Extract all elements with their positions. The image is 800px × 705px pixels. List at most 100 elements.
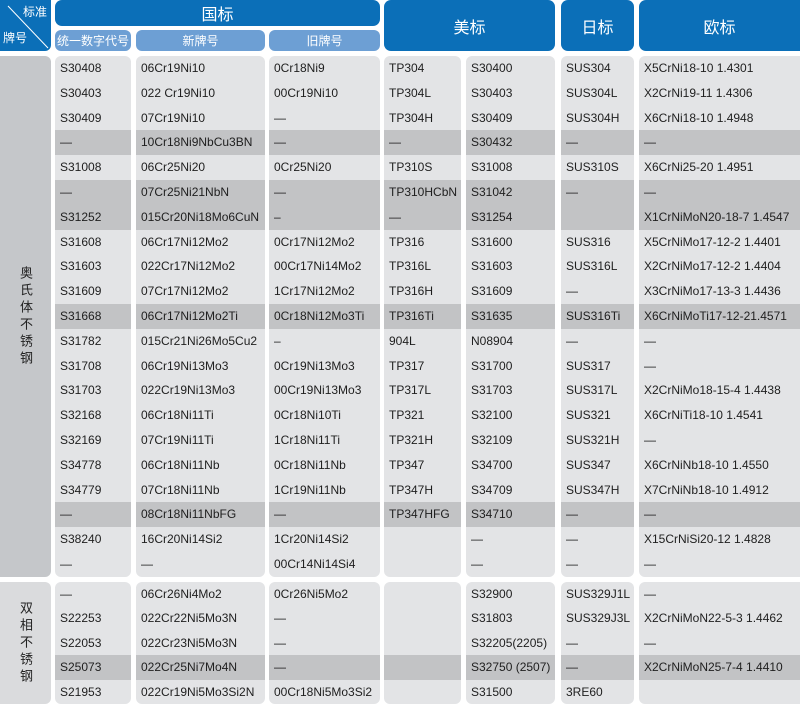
- table-cell-astm-uns: —: [471, 532, 483, 547]
- table-cell-astm-uns: S31700: [471, 358, 513, 373]
- table-cell-astm-grade: 904L: [389, 333, 416, 348]
- table-cell-astm-grade: —: [384, 204, 461, 230]
- table-cell-old-grade: –: [269, 204, 380, 230]
- table-cell-astm-uns: S34709: [471, 482, 513, 497]
- table-cell-jis-grade: SUS316L: [566, 259, 618, 274]
- table-cell-new-grade: 022Cr22Ni5Mo3N: [141, 611, 238, 626]
- table-cell-jis-grade: SUS317: [566, 358, 611, 373]
- table-cell-astm-uns: S30409: [471, 110, 513, 125]
- table-cell-jis-grade: SUS329J3L: [566, 611, 631, 626]
- table-cell-astm-grade: [384, 655, 461, 680]
- table-cell-en-grade: X2CrNiMoN22-5-3 1.4462: [644, 611, 783, 626]
- table-cell-unified-code: S30409: [60, 110, 102, 125]
- subheader-unified-code: 统一数字代号: [55, 30, 131, 51]
- table-cell-old-grade: —: [274, 635, 286, 650]
- corner-header-cell: 标准 牌号: [0, 0, 51, 51]
- group-label-austenitic: 奥氏体不锈钢: [0, 56, 51, 577]
- table-cell-astm-grade: TP317L: [389, 383, 432, 398]
- table-cell-astm-uns: S32109: [471, 432, 513, 447]
- table-cell-astm-uns: S31803: [471, 611, 513, 626]
- table-cell-new-grade: 015Cr21Ni26Mo5Cu2: [141, 333, 258, 348]
- table-cell-old-grade: 0Cr17Ni12Mo2: [274, 234, 355, 249]
- table-cell-new-grade: 022 Cr19Ni10: [141, 85, 216, 100]
- table-cell-jis-grade: SUS321: [566, 408, 611, 423]
- table-cell-old-grade: 0Cr18Ni12Mo3Ti: [269, 303, 380, 329]
- column-new-grade-group-1: 06Cr19Ni10 022 Cr19Ni10 07Cr19Ni10 10Cr18Ni…: [136, 56, 265, 577]
- table-cell-jis-grade: —: [566, 333, 578, 348]
- table-cell-new-grade: 16Cr20Ni14Si2: [141, 532, 223, 547]
- table-cell-unified-code: S31782: [60, 333, 102, 348]
- table-cell-jis-grade: SUS316Ti: [561, 303, 634, 329]
- table-cell-jis-grade: SUS347H: [566, 482, 620, 497]
- table-cell-old-grade: —: [269, 130, 380, 156]
- table-cell-new-grade: 022Cr17Ni12Mo2: [141, 259, 236, 274]
- table-cell-new-grade: 022Cr25Ni7Mo4N: [136, 655, 265, 680]
- table-cell-en-grade: X5CrNiMo17-12-2 1.4401: [644, 234, 781, 249]
- table-cell-astm-uns: S31603: [471, 259, 513, 274]
- table-cell-jis-grade: —: [566, 635, 578, 650]
- table-cell-jis-grade: —: [566, 532, 578, 547]
- table-cell-new-grade: 06Cr17Ni12Mo2Ti: [136, 303, 265, 329]
- table-cell-unified-code: S22253: [60, 611, 102, 626]
- column-old-grade-group-2: 0Cr26Ni5Mo2 — — — 00Cr18Ni5Mo3Si2: [269, 582, 380, 704]
- header-en: 欧标: [639, 0, 800, 51]
- table-cell-new-grade: 06Cr18Ni11Nb: [141, 457, 220, 472]
- table-cell-new-grade: 015Cr20Ni18Mo6CuN: [136, 204, 265, 230]
- table-cell-old-grade: 00Cr19Ni13Mo3: [274, 383, 362, 398]
- table-cell-en-grade: [639, 680, 800, 704]
- table-cell-new-grade: 022Cr23Ni5Mo3N: [141, 635, 238, 650]
- table-cell-jis-grade: [561, 204, 634, 230]
- table-cell-astm-uns: S31500: [471, 684, 513, 699]
- table-cell-en-grade: X2CrNiMo17-12-2 1.4404: [644, 259, 781, 274]
- table-cell-en-grade: —: [639, 179, 800, 205]
- table-cell-astm-uns: S32900: [471, 587, 513, 601]
- table-cell-unified-code: —: [55, 130, 131, 156]
- table-cell-astm-grade: [384, 527, 461, 552]
- table-cell-unified-code: —: [55, 179, 131, 205]
- table-cell-old-grade: 1Cr17Ni12Mo2: [274, 284, 355, 299]
- table-cell-astm-grade: TP321H: [389, 432, 434, 447]
- table-cell-en-grade: —: [644, 587, 656, 601]
- table-cell-old-grade: —: [269, 655, 380, 680]
- table-cell-astm-uns: S34700: [471, 457, 513, 472]
- table-cell-unified-code: S31668: [55, 303, 131, 329]
- column-unified-code-group-1: S30408 S30403 S30409— S31008— S31252 S31608 S3…: [55, 56, 131, 577]
- table-cell-new-grade: 06Cr26Ni4Mo2: [141, 587, 222, 601]
- table-cell-astm-grade: —: [384, 130, 461, 156]
- column-astm-uns-group-1: S30400 S30403 S30409 S30432 S31008 S31042 S312…: [466, 56, 555, 577]
- table-cell-en-grade: X6CrNiMoTi17-12-21.4571: [639, 303, 800, 329]
- table-cell-en-grade: X2CrNiMo18-15-4 1.4438: [644, 383, 781, 398]
- column-jis-grade-group-1: SUS304 SUS304L SUS304H — SUS310S — SUS316 SUS31…: [561, 56, 634, 577]
- table-cell-en-grade: X6CrNiTi18-10 1.4541: [644, 408, 763, 423]
- table-cell-astm-uns: S31254: [466, 204, 555, 230]
- table-cell-astm-grade: [384, 582, 461, 606]
- table-cell-old-grade: 00Cr17Ni14Mo2: [274, 259, 362, 274]
- header-gb: 国标: [55, 0, 380, 26]
- table-cell-unified-code: —: [60, 587, 72, 601]
- table-cell-astm-grade: TP310S: [389, 160, 433, 175]
- subheader-new-grade: 新牌号: [136, 30, 265, 51]
- table-cell-new-grade: 07Cr18Ni11Nb: [141, 482, 220, 497]
- table-cell-astm-grade: TP321: [389, 408, 425, 423]
- table-cell-new-grade: 07Cr25Ni21NbN: [136, 179, 265, 205]
- table-cell-en-grade: —: [644, 358, 656, 373]
- table-cell-en-grade: —: [644, 333, 656, 348]
- column-astm-grade-group-1: TP304 TP304L TP304H — TP310S TP310HCbN — TP316 T…: [384, 56, 461, 577]
- table-cell-old-grade: 0Cr19Ni13Mo3: [274, 358, 355, 373]
- table-cell-en-grade: —: [639, 502, 800, 528]
- table-cell-old-grade: 0Cr25Ni20: [274, 160, 332, 175]
- table-cell-unified-code: S31703: [60, 383, 102, 398]
- table-cell-unified-code: S31608: [60, 234, 102, 249]
- table-cell-en-grade: X6CrNi25-20 1.4951: [644, 160, 754, 175]
- table-cell-astm-uns: S30403: [471, 85, 513, 100]
- table-cell-new-grade: 06Cr18Ni11Ti: [141, 408, 214, 423]
- table-cell-en-grade: X7CrNiNb18-10 1.4912: [644, 482, 769, 497]
- header-astm: 美标: [384, 0, 555, 51]
- table-cell-new-grade: 07Cr17Ni12Mo2: [141, 284, 229, 299]
- table-cell-unified-code: S31609: [60, 284, 102, 299]
- table-cell-en-grade: X6CrNiNb18-10 1.4550: [644, 457, 769, 472]
- column-en-grade-group-1: X5CrNi18-10 1.4301 X2CrNi19-11 1.4306 X6Cr…: [639, 56, 800, 577]
- table-cell-astm-uns: S31609: [471, 284, 513, 299]
- column-new-grade-group-2: 06Cr26Ni4Mo2 022Cr22Ni5Mo3N 022Cr23Ni5Mo3N…: [136, 582, 265, 704]
- table-cell-en-grade: X5CrNi18-10 1.4301: [644, 61, 754, 75]
